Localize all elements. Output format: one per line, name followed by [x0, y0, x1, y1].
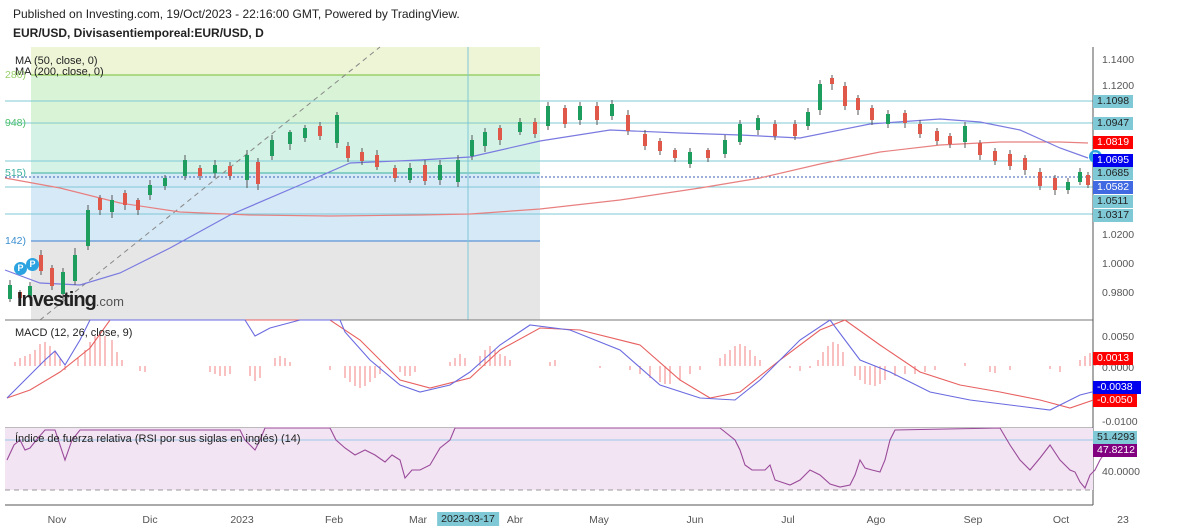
price-tick: 1.0000: [1102, 258, 1135, 270]
x-label-jun: Jun: [686, 514, 704, 526]
pivot-badge[interactable]: P: [26, 258, 39, 271]
level-tag-1.0947: 1.0947: [1093, 117, 1133, 130]
pivot-badge[interactable]: P: [14, 262, 27, 275]
macd-legend: MACD (12, 26, close, 9): [15, 327, 133, 339]
macd-histogram: [14, 334, 1115, 388]
x-label-feb: Feb: [324, 514, 344, 526]
macd-tick: 0.0050: [1102, 331, 1135, 343]
x-label-2023: 2023: [230, 514, 254, 526]
rsi-tick: 40.0000: [1102, 466, 1140, 478]
macd-histogram-tag: 0.0013: [1093, 352, 1133, 365]
ma50-legend: MA (50, close, 0): [15, 55, 98, 67]
macd-line-tag: -0.0038: [1093, 381, 1141, 394]
x-label-oct: Oct: [1052, 514, 1070, 526]
ma50-value-tag: 1.0695: [1093, 154, 1133, 167]
investing-logo: Investing.com: [17, 289, 124, 311]
ma200-legend: MA (200, close, 0): [15, 66, 104, 78]
rsi-level-tag: 51.4293: [1093, 431, 1137, 444]
fib-label-2: 948): [5, 117, 27, 129]
rsi-value-tag: 47.8212: [1093, 444, 1137, 457]
macd-tick: -0.0100: [1102, 416, 1138, 428]
x-label-mar: Mar: [408, 514, 428, 526]
x-label-dic: Dic: [142, 514, 158, 526]
macd-signal-tag: -0.0050: [1093, 394, 1137, 407]
x-label-23: 23: [1117, 514, 1129, 526]
x-label-ago: Ago: [866, 514, 886, 526]
x-label-sep: Sep: [963, 514, 983, 526]
price-tick: 1.1400: [1102, 54, 1135, 66]
published-info: Published on Investing.com, 19/Oct/2023 …: [13, 7, 460, 21]
fib-label-3: 515): [5, 167, 27, 179]
x-crosshair-date: 2023-03-17: [437, 512, 499, 526]
level-tag-1.0317: 1.0317: [1093, 209, 1133, 222]
ma200-value-tag: 1.0819: [1093, 136, 1133, 149]
fib-label-1: 286): [5, 69, 27, 81]
symbol-title: EUR/USD, Divisasentiemporeal:EUR/USD, D: [13, 26, 264, 40]
candles: [8, 75, 1090, 302]
level-tag-1.0685: 1.0685: [1093, 167, 1133, 180]
rsi-legend: Índice de fuerza relativa (RSI por sus s…: [15, 433, 301, 445]
level-tag-1.1098: 1.1098: [1093, 95, 1133, 108]
price-tick: 1.1200: [1102, 80, 1135, 92]
x-label-abr: Abr: [506, 514, 524, 526]
price-tick: 0.9800: [1102, 287, 1135, 299]
x-label-nov: Nov: [47, 514, 67, 526]
level-tag-1.0511: 1.0511: [1093, 195, 1133, 208]
x-label-jul: Jul: [781, 514, 795, 526]
macd-tick: 0.0000: [1102, 362, 1135, 374]
price-tick: 1.0200: [1102, 229, 1135, 241]
fib-label-4: 142): [5, 235, 27, 247]
x-label-may: May: [589, 514, 609, 526]
last-price-tag: 1.0582: [1093, 181, 1133, 194]
